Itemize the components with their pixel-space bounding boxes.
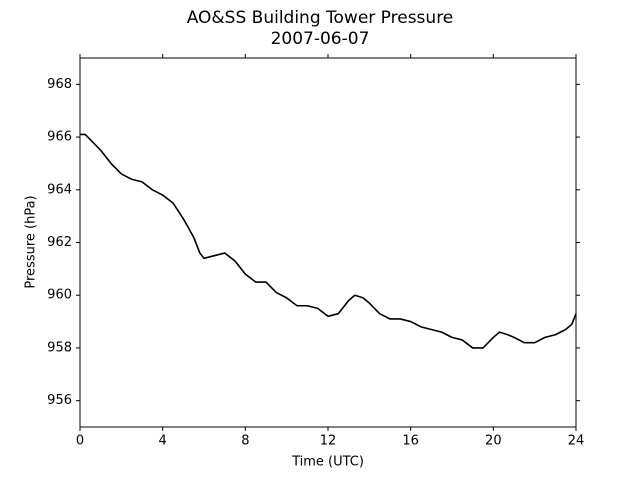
x-tick-label: 4: [159, 434, 167, 449]
chart-title: AO&SS Building Tower Pressure: [187, 8, 454, 28]
data-line: [80, 133, 577, 349]
x-tick-label: 24: [568, 434, 585, 449]
y-axis-label: Pressure (hPa): [24, 195, 39, 288]
y-tick-label: 964: [47, 182, 72, 197]
x-tick-label: 16: [402, 434, 419, 449]
x-tick-label: 12: [320, 434, 337, 449]
y-tick-label: 956: [47, 393, 72, 408]
y-tick-label: 958: [47, 340, 72, 355]
x-tick-label: 0: [76, 434, 84, 449]
plot-frame: [79, 57, 577, 428]
chart-subtitle: 2007-06-07: [271, 29, 370, 49]
x-tick-label: 20: [485, 434, 502, 449]
y-tick-label: 968: [47, 77, 72, 92]
x-axis-label: Time (UTC): [291, 455, 364, 470]
x-tick-label: 8: [241, 434, 249, 449]
y-tick-label: 960: [47, 288, 72, 303]
y-tick-label: 962: [47, 235, 72, 250]
y-tick-label: 966: [47, 130, 72, 145]
